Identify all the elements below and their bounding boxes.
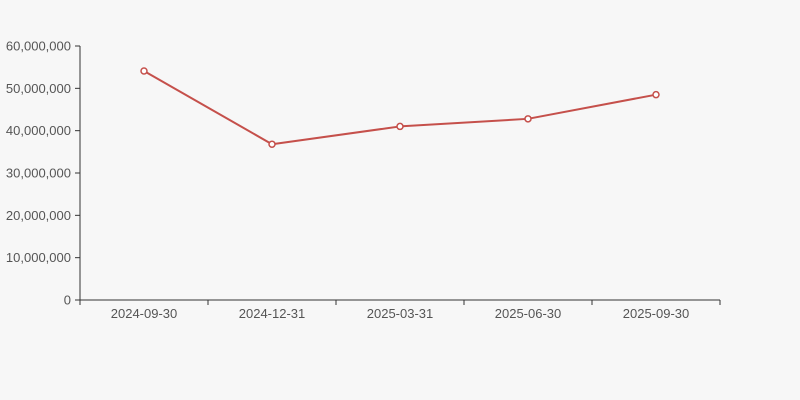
x-axis-label: 2025-03-31	[367, 306, 434, 321]
y-axis-label: 0	[64, 293, 71, 308]
x-axis-label: 2024-09-30	[111, 306, 178, 321]
data-point-marker	[268, 140, 276, 148]
y-axis-label: 30,000,000	[6, 166, 71, 181]
x-axis-label: 2024-12-31	[239, 306, 306, 321]
series-line	[143, 69, 657, 146]
x-axis-label: 2025-09-30	[623, 306, 690, 321]
x-axis-label: 2025-06-30	[495, 306, 562, 321]
y-axis-label: 40,000,000	[6, 123, 71, 138]
data-point-marker	[140, 67, 148, 75]
y-axis-label: 50,000,000	[6, 81, 71, 96]
data-point-marker	[396, 122, 404, 131]
y-axis-label: 20,000,000	[6, 208, 71, 223]
y-axis-label: 10,000,000	[6, 250, 71, 265]
y-axis-label: 60,000,000	[6, 39, 71, 54]
data-point-marker	[524, 115, 532, 123]
data-point-marker	[652, 90, 660, 99]
